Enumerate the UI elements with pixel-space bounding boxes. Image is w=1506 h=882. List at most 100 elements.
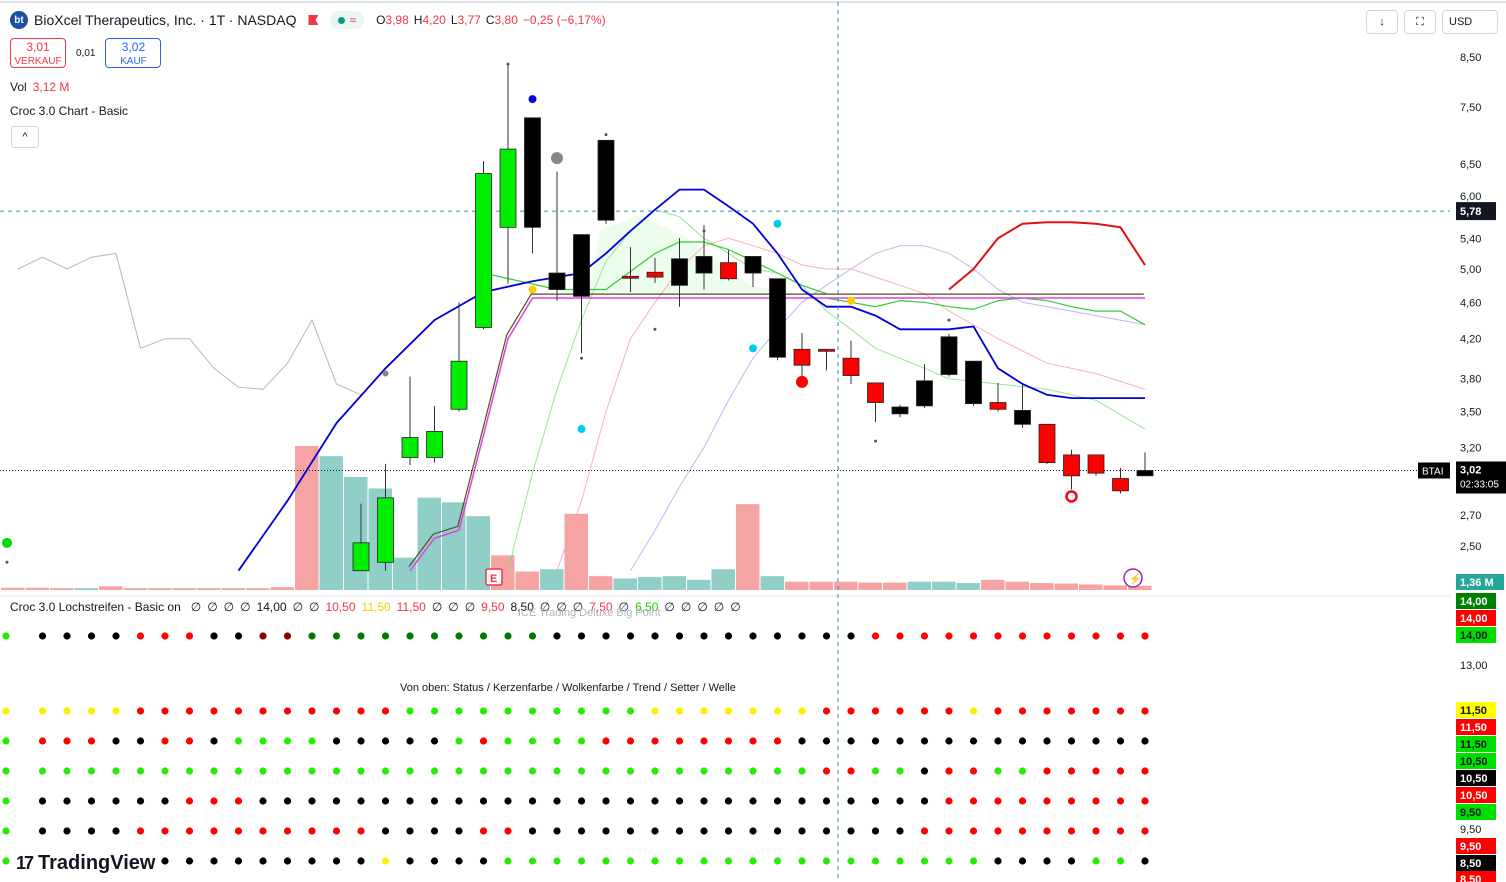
lochstreifen-dot-icon — [357, 737, 365, 745]
lochstreifen-dot-icon — [577, 827, 586, 835]
lochstreifen-dot-icon — [920, 827, 929, 835]
volume-bar — [1054, 583, 1078, 590]
flag-icon[interactable] — [308, 15, 319, 25]
market-open-dot-icon — [338, 16, 346, 24]
lochstreifen-dot-icon — [969, 707, 978, 715]
volume-bar — [834, 581, 858, 590]
lochstreifen-dot-icon — [847, 737, 855, 745]
lochstreifen-dot-icon — [357, 707, 365, 715]
candle-body — [989, 402, 1007, 410]
pane2-value: ∅ — [556, 600, 567, 614]
price-tick-label: 5,00 — [1460, 264, 1481, 276]
pane2-value: 11,50 — [396, 600, 426, 614]
lochstreifen-dot-icon — [773, 632, 782, 640]
lochstreifen-dot-icon — [136, 632, 145, 640]
lochstreifen-dot-icon — [38, 707, 47, 715]
ohlc-value: 3,80 — [494, 13, 518, 27]
lochstreifen-dot-icon — [87, 737, 96, 745]
magenta-line — [409, 297, 1145, 572]
lochstreifen-dot-icon — [332, 632, 341, 640]
tradingview-brand: TradingView — [38, 852, 156, 874]
last-price-label: 3,02 — [1460, 464, 1481, 476]
symbol-title[interactable]: BioXcel Therapeutics, Inc. · 1T · NASDAQ — [34, 12, 297, 28]
lochstreifen-dot-icon — [675, 767, 684, 775]
green-cloud-line — [826, 297, 1146, 326]
sell-price: 3,01 — [26, 40, 50, 54]
signal-dot-icon — [947, 318, 951, 322]
lochstreifen-dot-icon — [896, 827, 904, 835]
volume-bar — [319, 456, 343, 590]
lochstreifen-dot-icon — [773, 767, 782, 775]
lochstreifen-dot-icon — [920, 737, 929, 745]
lochstreifen-dot-icon — [528, 707, 537, 715]
lochstreifen-dot-icon — [259, 737, 267, 745]
buy-button[interactable]: 3,02 KAUF — [105, 38, 162, 68]
lochstreifen-dot-icon — [822, 797, 831, 805]
lochstreifen-dot-icon — [430, 797, 439, 805]
pane2-axis-label: 10,50 — [1460, 773, 1488, 785]
lochstreifen-dot-icon — [847, 632, 855, 640]
lochstreifen-dot-icon — [504, 737, 512, 745]
lochstreifen-dot-icon — [455, 737, 463, 745]
signal-dot-icon — [773, 219, 782, 228]
download-icon[interactable]: ↓ — [1366, 10, 1398, 34]
lochstreifen-dot-icon — [602, 737, 610, 745]
lochstreifen-dot-icon — [1141, 632, 1149, 640]
lochstreifen-dot-icon — [822, 737, 831, 745]
collapse-legend-button[interactable]: ^ — [11, 126, 39, 148]
lochstreifen-dot-icon — [1018, 797, 1027, 805]
pane2-indicator-name[interactable]: Croc 3.0 Lochstreifen - Basic on — [10, 600, 181, 614]
lochstreifen-dot-icon — [1067, 797, 1076, 805]
lochstreifen-dot-icon — [210, 707, 218, 715]
lochstreifen-dot-icon — [724, 857, 733, 865]
lochstreifen-dot-icon — [749, 767, 757, 775]
volume-bar — [50, 588, 74, 590]
signal-dot-icon — [749, 344, 757, 353]
lochstreifen-dot-icon — [1092, 767, 1100, 775]
lochstreifen-dot-icon — [234, 767, 243, 775]
lochstreifen-dot-icon — [1067, 632, 1076, 640]
lochstreifen-dot-icon — [1067, 827, 1076, 835]
lochstreifen-dot-icon — [871, 707, 880, 715]
lochstreifen-dot-icon — [651, 707, 659, 715]
candle-body — [475, 173, 492, 328]
lochstreifen-dot-icon — [357, 857, 365, 865]
lochstreifen-dot-icon — [602, 857, 610, 865]
lochstreifen-dot-icon — [357, 767, 365, 775]
lochstreifen-dot-icon — [136, 767, 145, 775]
pane2-axis-box — [1456, 804, 1496, 820]
lochstreifen-dot-icon — [1092, 857, 1100, 865]
sell-button[interactable]: 3,01 VERKAUF — [10, 38, 66, 68]
lochstreifen-dot-icon — [406, 857, 414, 865]
lochstreifen-dot-icon — [308, 827, 316, 835]
pane2-value: ∅ — [431, 600, 443, 614]
lochstreifen-dot-icon — [136, 707, 145, 715]
lochstreifen-dot-icon — [994, 827, 1002, 835]
fullscreen-icon[interactable]: ⛶ — [1404, 10, 1436, 34]
lochstreifen-dot-icon — [994, 767, 1002, 775]
ticker-tag-box — [1418, 462, 1450, 479]
lochstreifen-dot-icon — [626, 767, 635, 775]
signal-dot-icon — [528, 285, 537, 294]
lochstreifen-dot-icon — [969, 737, 978, 745]
lochstreifen-dot-icon — [87, 707, 96, 715]
lochstreifen-dot-icon — [553, 707, 561, 715]
dot-rows-caption: Von oben: Status / Kerzenfarbe / Wolkenf… — [400, 682, 736, 694]
volume-bar — [540, 569, 564, 590]
lochstreifen-dot-icon — [945, 827, 953, 835]
candle-body — [352, 542, 370, 572]
candle-body — [573, 234, 590, 297]
lochstreifen-dot-icon — [577, 797, 586, 805]
tradingview-logo[interactable]: 17 TradingView — [14, 852, 158, 875]
indicator-legend[interactable]: Croc 3.0 Chart - Basic — [10, 104, 129, 118]
market-status-pill[interactable]: ≈ — [330, 11, 365, 29]
volume-bar — [932, 581, 956, 590]
volume-bar — [123, 588, 147, 590]
sell-label: VERKAUF — [14, 56, 62, 67]
volume-bar — [172, 588, 196, 590]
cloud-fill — [588, 215, 830, 295]
lochstreifen-dot-icon — [700, 797, 708, 805]
volume-bar — [760, 576, 784, 590]
currency-selector[interactable]: USD — [1442, 10, 1498, 34]
